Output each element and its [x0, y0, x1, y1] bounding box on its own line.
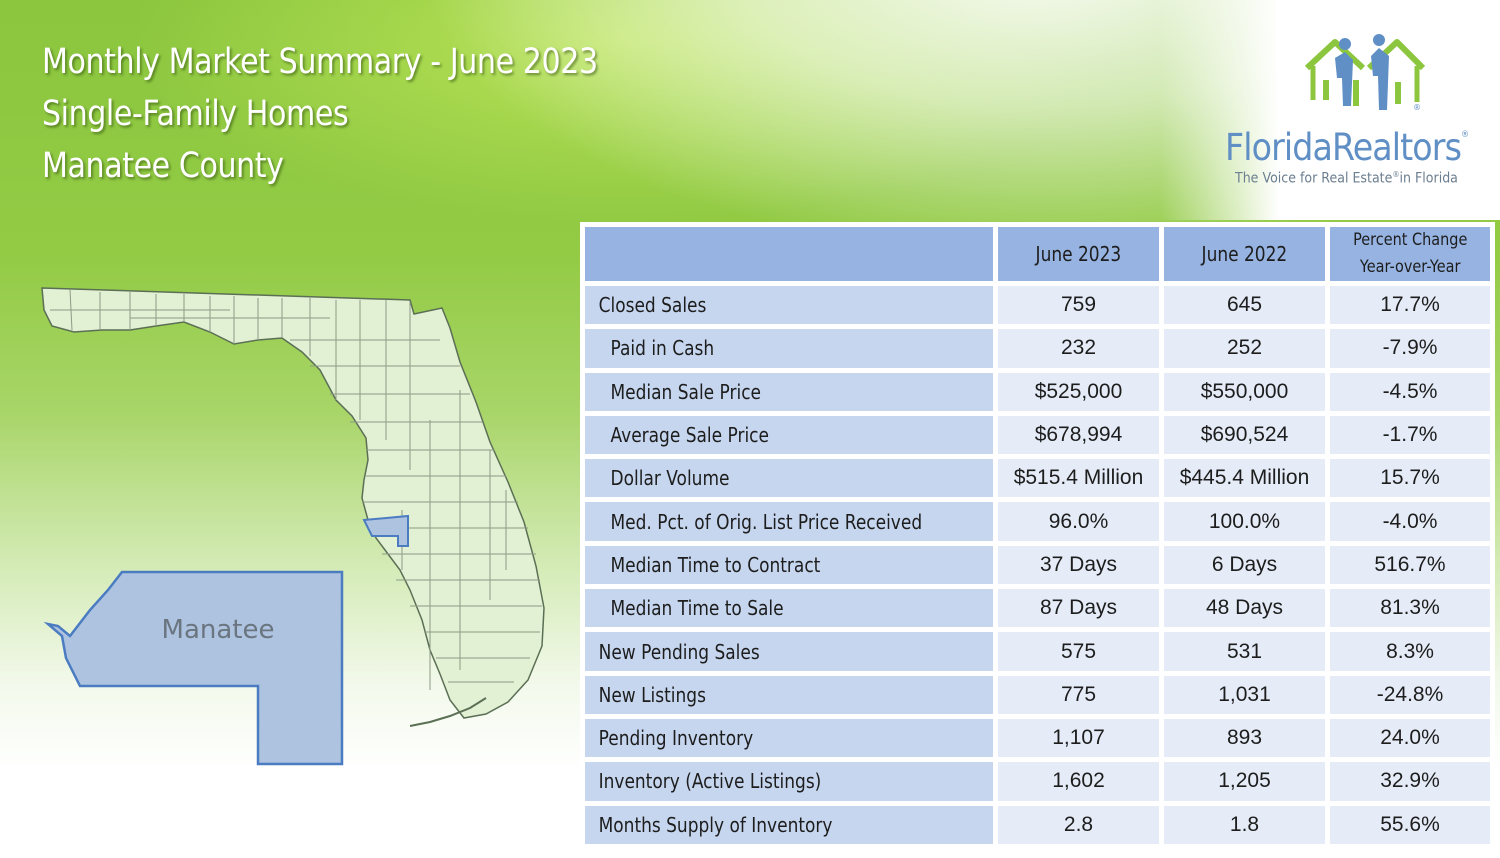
manatee-county-label: Manatee: [162, 615, 275, 645]
brand-registered-mark: ®: [1461, 130, 1469, 140]
row-label: Median Time to Sale: [585, 589, 993, 628]
florida-realtors-logo: ® FloridaRealtors® The Voice for Real Es…: [1225, 30, 1490, 200]
cell-percent-change: -4.5%: [1330, 372, 1490, 411]
brand-tagline: The Voice for Real Estate®in Florida: [1235, 170, 1458, 187]
header-percent-change: Percent Change Year-over-Year: [1330, 227, 1490, 281]
row-label: Paid in Cash: [585, 329, 993, 368]
florida-state-shape: [41, 287, 545, 719]
florida-county-map: Manatee: [41, 287, 545, 766]
header-june-2023: June 2023: [998, 227, 1159, 281]
cell-percent-change: 516.7%: [1330, 545, 1490, 585]
table-header-row: June 2023 June 2022 Percent Change Year-o…: [585, 227, 1490, 281]
table-row: Months Supply of Inventory 2.8 1.8 55.6%: [585, 805, 1490, 844]
cell-june-2023: 37 Days: [998, 545, 1159, 585]
row-label: Average Sale Price: [585, 415, 993, 455]
manatee-county-highlight-small: [362, 514, 409, 547]
row-label: Closed Sales: [585, 286, 993, 325]
cell-june-2022: 100.0%: [1164, 502, 1325, 541]
pct-header-line1: Percent Change: [1352, 230, 1468, 250]
table-row: Median Time to Contract 37 Days 6 Days 516.…: [585, 545, 1490, 585]
cell-june-2022: 1,205: [1164, 762, 1325, 801]
cell-june-2023: 775: [998, 675, 1159, 714]
cell-percent-change: 17.7%: [1330, 286, 1490, 325]
tagline-text: The Voice for Real Estate: [1235, 170, 1393, 187]
cell-percent-change: 55.6%: [1330, 805, 1490, 844]
cell-june-2023: 2.8: [998, 805, 1159, 844]
cell-percent-change: 15.7%: [1330, 459, 1490, 498]
table-row: Average Sale Price $678,994 $690,524 -1.7%: [585, 415, 1490, 455]
background-fade: [1160, 0, 1500, 220]
cell-june-2023: $525,000: [998, 372, 1159, 411]
cell-june-2022: $550,000: [1164, 372, 1325, 411]
brand-wordmark: FloridaRealtors®: [1225, 126, 1469, 169]
cell-percent-change: 81.3%: [1330, 589, 1490, 628]
cell-percent-change: -4.0%: [1330, 502, 1490, 541]
row-label: Median Time to Contract: [585, 545, 993, 585]
cell-june-2022: 1,031: [1164, 675, 1325, 714]
row-label: Median Sale Price: [585, 372, 993, 411]
cell-june-2023: 759: [998, 286, 1159, 325]
cell-june-2023: $678,994: [998, 415, 1159, 455]
table-row: Dollar Volume $515.4 Million $445.4 Millio…: [585, 459, 1490, 498]
table-row: Median Time to Sale 87 Days 48 Days 81.3%: [585, 589, 1490, 628]
cell-june-2023: 575: [998, 632, 1159, 671]
cell-june-2022: 252: [1164, 329, 1325, 368]
cell-percent-change: 8.3%: [1330, 632, 1490, 671]
tagline-suffix: in Florida: [1399, 170, 1458, 187]
cell-june-2023: 1,107: [998, 718, 1159, 758]
cell-percent-change: -1.7%: [1330, 415, 1490, 455]
table-row: Closed Sales 759 645 17.7%: [585, 286, 1490, 325]
cell-percent-change: -7.9%: [1330, 329, 1490, 368]
cell-june-2022: 645: [1164, 286, 1325, 325]
manatee-county-enlarged: [43, 570, 344, 766]
row-label: Pending Inventory: [585, 718, 993, 758]
header-june-2022: June 2022: [1164, 227, 1325, 281]
cell-june-2022: 1.8: [1164, 805, 1325, 844]
cell-percent-change: 32.9%: [1330, 762, 1490, 801]
table-row: Median Sale Price $525,000 $550,000 -4.5%: [585, 372, 1490, 411]
cell-percent-change: -24.8%: [1330, 675, 1490, 714]
cell-june-2022: $690,524: [1164, 415, 1325, 455]
county-borders: [50, 289, 542, 690]
florida-keys: [409, 697, 487, 727]
cell-june-2022: $445.4 Million: [1164, 459, 1325, 498]
row-label: New Pending Sales: [585, 632, 993, 671]
table-row: New Pending Sales 575 531 8.3%: [585, 632, 1490, 671]
table-row: Pending Inventory 1,107 893 24.0%: [585, 718, 1490, 758]
tagline-registered-mark: ®: [1392, 170, 1400, 179]
table-row: Paid in Cash 232 252 -7.9%: [585, 329, 1490, 368]
registered-mark: ®: [1413, 103, 1421, 112]
page-subtitle-property-type: Single-Family Homes: [42, 94, 349, 134]
brand-name: FloridaRealtors: [1225, 126, 1462, 169]
cell-june-2023: 1,602: [998, 762, 1159, 801]
cell-june-2023: 96.0%: [998, 502, 1159, 541]
page-subtitle-county: Manatee County: [42, 146, 284, 186]
market-summary-table: June 2023 June 2022 Percent Change Year-o…: [580, 222, 1495, 849]
header-blank-cell: [585, 227, 993, 281]
row-label: Med. Pct. of Orig. List Price Received: [585, 502, 993, 541]
row-label: Dollar Volume: [585, 459, 993, 498]
table-row: Inventory (Active Listings) 1,602 1,205 32.…: [585, 762, 1490, 801]
cell-june-2022: 48 Days: [1164, 589, 1325, 628]
table-row: Med. Pct. of Orig. List Price Received 96…: [585, 502, 1490, 541]
cell-percent-change: 24.0%: [1330, 718, 1490, 758]
cell-june-2023: $515.4 Million: [998, 459, 1159, 498]
cell-june-2023: 87 Days: [998, 589, 1159, 628]
table-row: New Listings 775 1,031 -24.8%: [585, 675, 1490, 714]
page-title: Monthly Market Summary - June 2023: [42, 42, 598, 82]
cell-june-2022: 893: [1164, 718, 1325, 758]
row-label: Inventory (Active Listings): [585, 762, 993, 801]
houses-people-icon: ®: [1304, 34, 1426, 112]
cell-june-2023: 232: [998, 329, 1159, 368]
pct-header-line2: Year-over-Year: [1359, 257, 1461, 277]
title-block: Monthly Market Summary - June 2023 Singl…: [42, 36, 688, 192]
cell-june-2022: 6 Days: [1164, 545, 1325, 585]
row-label: Months Supply of Inventory: [585, 805, 993, 844]
row-label: New Listings: [585, 675, 993, 714]
cell-june-2022: 531: [1164, 632, 1325, 671]
